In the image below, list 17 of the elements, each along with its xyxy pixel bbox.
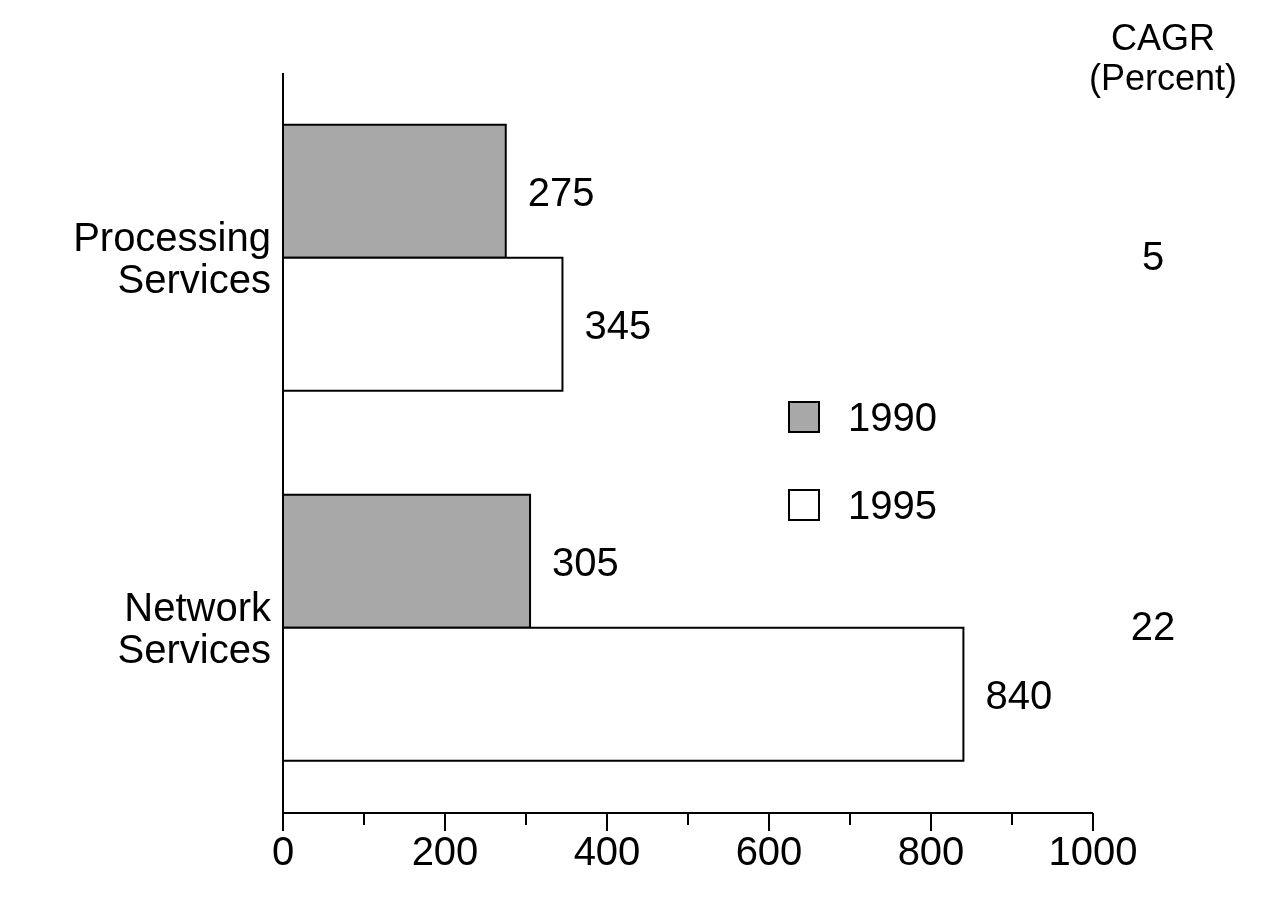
data-label: 275 xyxy=(527,169,595,214)
legend-label: 1990 xyxy=(848,394,937,440)
x-tick-label: 1000 xyxy=(1048,829,1138,873)
x-tick-label: 600 xyxy=(735,829,803,873)
annotation: CAGR (Percent) xyxy=(1087,17,1238,98)
text: 5 xyxy=(1140,234,1166,279)
y-tick-label: Network Services xyxy=(117,585,272,671)
x-tick-label: 400 xyxy=(573,829,641,873)
text: 22 xyxy=(1129,604,1177,649)
data-label: 345 xyxy=(584,302,652,347)
data-label: 305 xyxy=(552,539,619,584)
x-tick-label: 0 xyxy=(271,829,295,873)
x-tick-label: 200 xyxy=(411,829,479,873)
legend-label: 1995 xyxy=(848,482,937,528)
x-tick-label: 800 xyxy=(897,829,965,873)
y-tick-label: Processing Services xyxy=(73,215,271,301)
data-label: 840 xyxy=(985,672,1053,717)
